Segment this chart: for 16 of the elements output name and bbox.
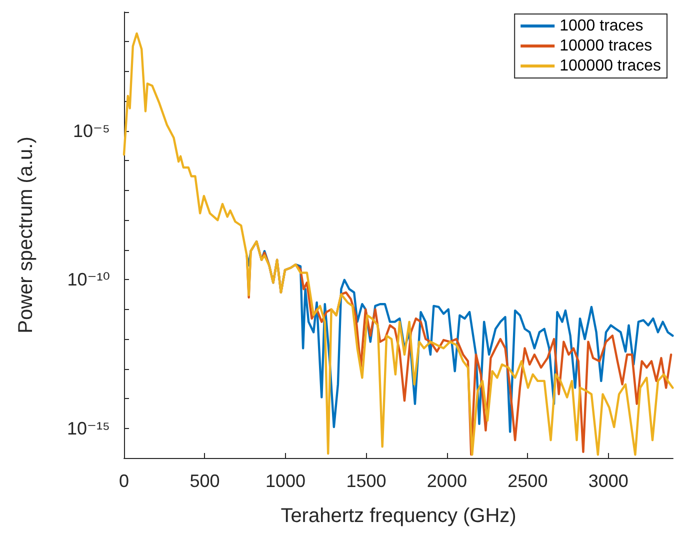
legend-label: 1000 traces — [560, 18, 644, 34]
y-tick-label: 10⁻⁵ — [73, 120, 110, 141]
y-tick-label: 10⁻¹⁰ — [67, 270, 110, 290]
line-series — [122, 32, 674, 456]
x-axis-title: Terahertz frequency (GHz) — [280, 505, 516, 527]
y-axis-title: Power spectrum (a.u.) — [15, 136, 37, 334]
x-tick-label: 3000 — [588, 471, 628, 491]
legend-label: 100000 traces — [560, 58, 661, 74]
legend-label: 10000 traces — [560, 38, 652, 54]
x-tick-label: 1000 — [265, 471, 306, 491]
x-tick-label: 0 — [118, 471, 130, 491]
y-tick-label: 10⁻¹⁵ — [67, 418, 110, 438]
x-tick-label: 500 — [190, 471, 220, 491]
x-tick-label: 1500 — [346, 471, 386, 491]
x-tick-label: 2000 — [426, 471, 467, 491]
x-tick-label: 2500 — [508, 471, 548, 491]
